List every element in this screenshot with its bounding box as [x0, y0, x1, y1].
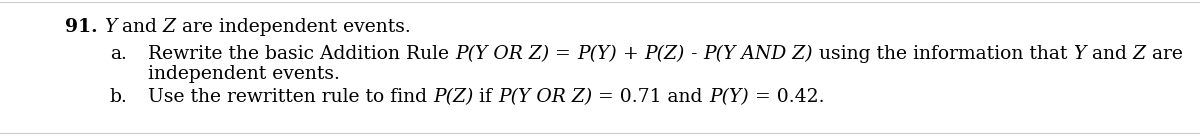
Text: Y: Y [103, 18, 116, 36]
Text: Z: Z [163, 18, 176, 36]
Text: Y: Y [1073, 45, 1086, 63]
Text: =: = [550, 45, 577, 63]
Text: P(Y OR Z): P(Y OR Z) [455, 45, 550, 63]
Text: P(Y AND Z): P(Y AND Z) [703, 45, 814, 63]
Text: P(Y OR Z): P(Y OR Z) [498, 88, 593, 106]
Text: -: - [685, 45, 703, 63]
Text: if: if [473, 88, 498, 106]
Text: P(Y): P(Y) [709, 88, 749, 106]
Text: b.: b. [110, 88, 128, 106]
Text: Use the rewritten rule to find: Use the rewritten rule to find [148, 88, 433, 106]
Text: P(Z): P(Z) [433, 88, 473, 106]
Text: 91.: 91. [65, 18, 97, 36]
Text: Z: Z [1133, 45, 1146, 63]
Text: = 0.42.: = 0.42. [749, 88, 824, 106]
Text: P(Y): P(Y) [577, 45, 617, 63]
Text: and: and [116, 18, 163, 36]
Text: independent events.: independent events. [148, 65, 340, 83]
Text: are: are [1146, 45, 1182, 63]
Text: Rewrite the basic Addition Rule: Rewrite the basic Addition Rule [148, 45, 455, 63]
Text: using the information that: using the information that [814, 45, 1073, 63]
Text: a.: a. [110, 45, 127, 63]
Text: = 0.71 and: = 0.71 and [593, 88, 709, 106]
Text: and: and [1086, 45, 1133, 63]
Text: +: + [617, 45, 644, 63]
Text: are independent events.: are independent events. [176, 18, 410, 36]
Text: P(Z): P(Z) [644, 45, 685, 63]
